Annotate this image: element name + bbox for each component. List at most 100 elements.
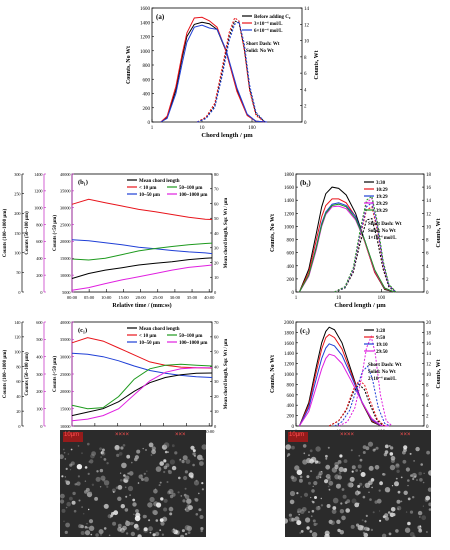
y-tick-label: 0 [18,424,20,429]
particle [103,480,110,486]
particle [112,491,115,493]
particle [383,473,386,476]
y2-tick-label: 0 [214,290,217,295]
particle [182,455,188,461]
particle [103,458,107,461]
particle [89,459,94,464]
y-tick-label: 40000 [60,320,70,325]
particle [168,506,174,512]
particle [161,533,165,536]
legend-label: 3:30 [376,181,386,186]
y-tick-label: 100 [14,250,20,255]
plot-frame [295,173,425,293]
series-line [71,367,212,422]
legend-label: 10~50 µm [139,341,161,346]
particle [185,459,191,464]
particle [197,454,203,461]
y-tick-label: 100 [14,350,20,355]
particle [362,495,366,499]
particle [163,507,168,512]
particle [117,526,122,532]
particle [334,464,339,470]
particle [125,520,128,523]
particle [64,476,66,478]
particle [62,448,65,451]
particle [303,492,309,497]
particle [338,471,342,475]
series-line [298,198,395,293]
particle [289,499,295,505]
y2-axis-label: Counts, Wt [436,359,442,388]
y-tick-label: 200 [36,389,42,394]
particle [178,476,181,480]
particle [94,496,98,501]
y2-tick-label: 2 [304,105,307,110]
particle [78,499,81,502]
particle [127,485,134,492]
y2-tick-label: 12 [426,212,432,217]
particle [124,508,129,512]
particle [310,470,313,473]
particle [81,506,83,508]
particle [85,487,90,492]
particle [415,446,420,452]
micrograph-scale-label: 10µm [64,432,80,438]
series-line [160,24,268,123]
particle [339,509,345,514]
particle [123,474,126,477]
particle [351,470,354,473]
particle [151,446,156,451]
particle [103,527,107,530]
y-tick-label: 200 [287,278,295,283]
x-tick-label: 10 [200,126,206,131]
series-line [71,337,213,369]
particle [136,527,140,531]
particle [298,478,303,483]
particle [426,450,430,455]
particle [198,508,202,512]
particle [357,464,362,469]
y-tick-label: 600 [36,239,42,244]
particle [150,454,153,456]
particle [395,477,398,480]
particle [183,475,188,481]
particle [101,451,106,456]
particle [310,496,312,499]
particle [350,524,355,529]
particle [285,444,291,450]
y-tick-label: 5000 [62,290,70,295]
y-tick-label: 1000 [34,206,42,211]
particle [354,502,360,508]
particle [400,476,403,479]
particle [143,527,148,532]
particle [389,452,394,456]
particle [141,478,144,481]
particle [117,496,122,501]
y-tick-label: 0 [292,425,295,430]
y-tick-label: 1800 [284,331,295,336]
y-tick-label: 800 [287,383,295,388]
series-line [334,365,391,427]
particle [64,458,67,460]
y2-tick-label: 2 [426,415,429,420]
particle [106,485,109,488]
particle [364,482,371,488]
particle [338,466,344,472]
legend-label: 100~1000 µm [179,341,208,346]
particle [371,486,373,489]
annotation-text: Short Dash: Wt [368,222,402,227]
y-tick-label: 0 [40,424,42,429]
y-tick-label: 200 [143,107,151,112]
particle [319,476,322,479]
particle [317,506,321,510]
legend-label: < 10 µm [139,186,157,191]
particle [419,478,423,482]
series-line [71,242,213,261]
y-axis-label: Counts (100~1000 µm) [3,350,8,399]
particle [194,497,198,501]
legend-label: < 10 µm [139,334,157,339]
particle [395,529,399,533]
particle [404,527,411,533]
particle [310,515,313,518]
y2-tick-label: 20 [214,260,219,265]
